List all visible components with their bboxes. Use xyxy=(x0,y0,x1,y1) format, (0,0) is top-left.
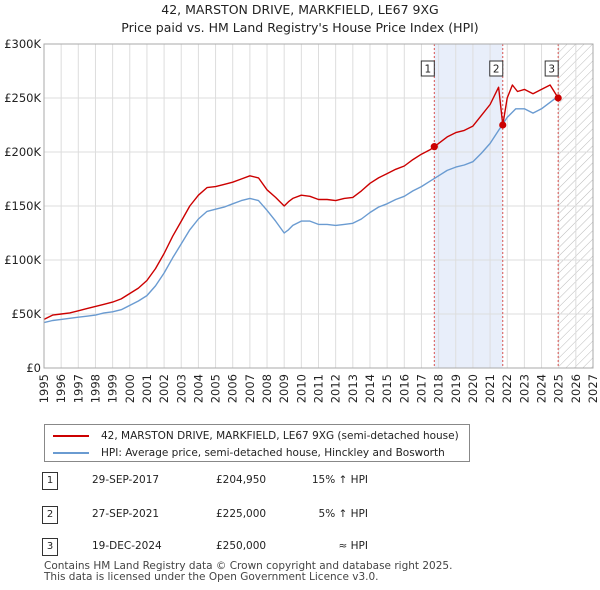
sale-row-2: 2 27-SEP-2021 £225,000 5% ↑ HPI xyxy=(40,506,440,526)
y-tick-label: £200K xyxy=(4,145,41,159)
sale-number-badge: 3 xyxy=(42,538,58,556)
chart-subtitle: Price paid vs. HM Land Registry's House … xyxy=(121,20,478,35)
x-tick-label: 2016 xyxy=(397,374,411,403)
x-tick-label: 2013 xyxy=(346,374,360,403)
y-tick-label: £50K xyxy=(12,307,42,321)
legend-swatch-hpi xyxy=(53,452,89,454)
x-tick-label: 2021 xyxy=(483,374,497,403)
y-tick-label: £300K xyxy=(4,37,41,51)
x-tick-label: 2009 xyxy=(277,374,291,403)
sale-hpi-comparison: 5% ↑ HPI xyxy=(318,508,368,520)
x-tick-label: 1995 xyxy=(37,374,51,403)
sale-marker-badge xyxy=(544,60,559,77)
sale-row-1: 1 29-SEP-2017 £204,950 15% ↑ HPI xyxy=(40,472,440,492)
x-tick-label: 2015 xyxy=(380,374,394,403)
y-tick-label: £100K xyxy=(4,253,41,267)
x-tick-label: 2025 xyxy=(552,374,566,403)
sale-marker-label: 1 xyxy=(424,64,431,76)
sale-point xyxy=(430,143,438,151)
x-tick-label: 2010 xyxy=(294,374,308,403)
sale-date: 29-SEP-2017 xyxy=(92,474,160,486)
legend: 42, MARSTON DRIVE, MARKFIELD, LE67 9XG (… xyxy=(44,424,470,462)
sale-date: 27-SEP-2021 xyxy=(92,508,160,520)
footer-copyright: Contains HM Land Registry data © Crown c… xyxy=(44,560,453,572)
x-tick-label: 2005 xyxy=(209,374,223,403)
x-tick-label: 1997 xyxy=(71,374,85,403)
x-tick-label: 1996 xyxy=(54,374,68,403)
grid xyxy=(43,43,594,369)
y-tick-label: £0 xyxy=(26,361,41,375)
y-tick-label: £250K xyxy=(4,91,41,105)
footer: Contains HM Land Registry data © Crown c… xyxy=(44,561,452,583)
plot-frame xyxy=(43,43,594,369)
sale-point xyxy=(499,121,507,129)
x-tick-label: 2004 xyxy=(191,374,205,403)
sale-number-badge: 2 xyxy=(42,506,58,524)
x-tick-label: 2000 xyxy=(123,374,137,403)
x-tick-label: 2012 xyxy=(329,374,343,403)
x-tick-label: 1999 xyxy=(106,374,120,403)
sale-price: £250,000 xyxy=(216,540,267,552)
sale-marker-label: 2 xyxy=(493,64,500,76)
x-tick-label: 2024 xyxy=(535,374,549,403)
sale-number-badge: 1 xyxy=(42,472,58,490)
sale-row-3: 3 19-DEC-2024 £250,000 ≈ HPI xyxy=(40,538,440,558)
x-tick-label: 2007 xyxy=(243,374,257,403)
y-tick-label: £150K xyxy=(4,199,41,213)
sale-hpi-comparison: 15% ↑ HPI xyxy=(311,474,368,486)
x-tick-label: 2014 xyxy=(363,374,377,403)
sale-points: 1 2 3 xyxy=(420,60,562,151)
x-tick-label: 2023 xyxy=(517,374,531,403)
hpi-line xyxy=(43,95,560,324)
sale-date: 19-DEC-2024 xyxy=(92,540,162,552)
legend-item-property: 42, MARSTON DRIVE, MARKFIELD, LE67 9XG (… xyxy=(53,427,459,445)
x-tick-label: 2001 xyxy=(140,374,154,403)
chart: 42, MARSTON DRIVE, MARKFIELD, LE67 9XG P… xyxy=(4,2,600,403)
legend-swatch-property xyxy=(53,435,89,437)
x-tick-label: 2006 xyxy=(226,374,240,403)
legend-item-hpi: HPI: Average price, semi-detached house,… xyxy=(53,444,445,462)
series-layer xyxy=(43,84,560,324)
footer-licence: This data is licensed under the Open Gov… xyxy=(44,571,379,583)
x-tick-label: 2008 xyxy=(260,374,274,403)
x-tick-label: 2003 xyxy=(174,374,188,403)
sale-point xyxy=(554,94,562,102)
x-tick-label: 2020 xyxy=(466,374,480,403)
x-tick-label: 1998 xyxy=(88,374,102,403)
legend-label-property: 42, MARSTON DRIVE, MARKFIELD, LE67 9XG (… xyxy=(101,430,459,442)
sale-price: £204,950 xyxy=(216,474,267,486)
x-tick-label: 2026 xyxy=(569,374,583,403)
x-tick-label: 2002 xyxy=(157,374,171,403)
chart-title: 42, MARSTON DRIVE, MARKFIELD, LE67 9XG xyxy=(161,2,438,17)
sale-marker-label: 3 xyxy=(548,64,555,76)
x-tick-label: 2019 xyxy=(449,374,463,403)
x-tick-label: 2011 xyxy=(312,374,326,403)
sale-price: £225,000 xyxy=(216,508,267,520)
sale-hpi-comparison: ≈ HPI xyxy=(338,540,368,552)
sale-marker-badge xyxy=(420,60,435,77)
property-price-line xyxy=(43,84,559,321)
x-tick-label: 2027 xyxy=(586,374,600,403)
x-tick-label: 2022 xyxy=(500,374,514,403)
legend-label-hpi: HPI: Average price, semi-detached house,… xyxy=(101,447,445,459)
x-tick-label: 2018 xyxy=(432,374,446,403)
x-tick-label: 2017 xyxy=(414,374,428,403)
sale-marker-badge xyxy=(489,60,504,77)
